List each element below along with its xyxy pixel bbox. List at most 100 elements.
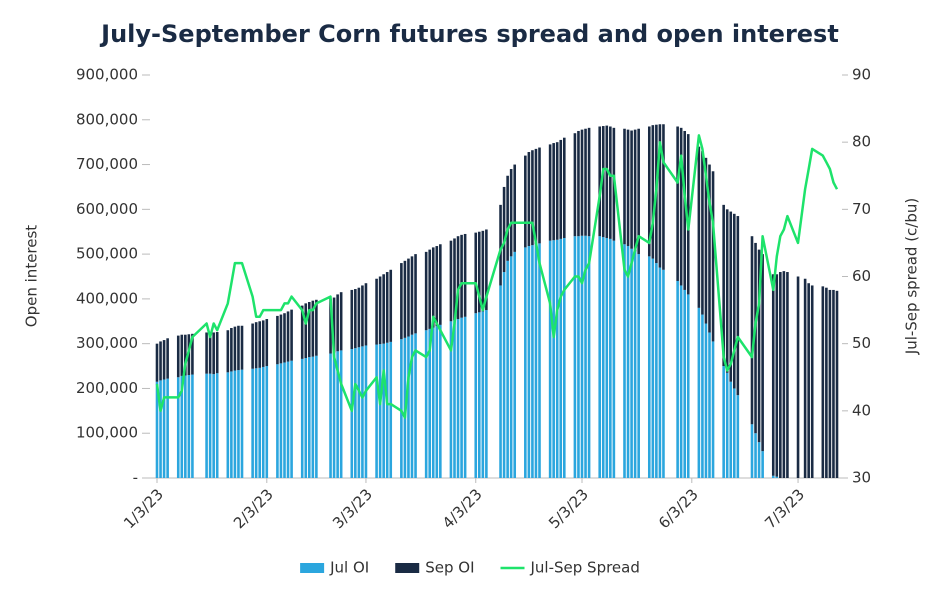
bar	[265, 366, 269, 478]
bar	[757, 442, 761, 478]
y2-tick-label: 40	[852, 401, 871, 419]
bar	[307, 357, 311, 478]
x-tick-label: 1/3/23	[120, 485, 167, 532]
y-tick-label: 700,000	[76, 155, 138, 173]
bar	[361, 346, 364, 478]
bar	[276, 315, 279, 365]
bar	[725, 372, 729, 478]
legend-label: Jul-Sep Spread	[530, 559, 640, 577]
bar	[184, 375, 187, 478]
y-tick-label: 800,000	[76, 110, 138, 128]
y-tick-label: 500,000	[76, 245, 138, 263]
bar	[697, 146, 701, 308]
bar	[658, 124, 662, 268]
x-tick-label: 6/3/23	[655, 485, 702, 532]
bar	[577, 236, 580, 478]
bar	[339, 292, 343, 351]
bar	[626, 246, 630, 478]
bar	[630, 248, 633, 478]
bar	[304, 357, 308, 478]
bar	[704, 323, 708, 478]
bar	[662, 124, 665, 270]
bar	[279, 363, 283, 478]
bar	[810, 285, 814, 478]
bar	[679, 127, 683, 286]
bar	[276, 364, 279, 478]
bar	[389, 341, 393, 478]
bar	[176, 377, 180, 478]
y-axis-title: Open interest	[23, 225, 41, 327]
bar	[407, 336, 410, 478]
y-tick-label: -	[133, 469, 138, 487]
bar	[230, 327, 233, 372]
bar	[821, 286, 825, 478]
x-tick-label: 5/3/23	[545, 485, 592, 532]
bar	[683, 289, 687, 478]
bar	[658, 267, 662, 478]
y2-tick-label: 70	[852, 200, 871, 218]
bar	[708, 332, 711, 478]
bar	[215, 332, 219, 374]
bar	[502, 186, 506, 273]
bar	[212, 332, 215, 375]
bar	[187, 375, 191, 478]
bar	[382, 274, 385, 344]
bar	[502, 272, 506, 478]
bar	[750, 236, 754, 425]
y2-axis-title: Jul-Sep spread (c/bu)	[903, 198, 921, 355]
bar	[155, 381, 159, 478]
bar	[711, 171, 715, 342]
bar	[623, 128, 626, 245]
bar	[562, 137, 566, 238]
bar	[237, 370, 240, 478]
bar	[166, 378, 169, 478]
bar	[559, 238, 563, 478]
bar	[598, 126, 602, 237]
bar	[754, 242, 757, 434]
x-tick-label: 3/3/23	[329, 485, 376, 532]
bar	[208, 332, 212, 374]
bar	[414, 254, 417, 334]
bar	[300, 358, 304, 478]
bar	[754, 433, 757, 478]
bar	[477, 231, 481, 313]
bar	[711, 341, 715, 478]
bar	[205, 332, 208, 374]
bar	[385, 272, 389, 343]
bar	[364, 345, 368, 478]
bar	[162, 379, 166, 478]
chart-title: July-September Corn futures spread and o…	[99, 20, 839, 48]
x-tick-label: 7/3/23	[761, 485, 808, 532]
bar	[538, 243, 541, 478]
legend-label: Sep OI	[425, 559, 474, 577]
bar	[531, 245, 534, 478]
bar	[580, 235, 584, 478]
bar	[555, 142, 559, 240]
bar	[354, 348, 357, 478]
bar	[683, 130, 687, 290]
bar	[601, 126, 605, 238]
bar	[655, 263, 658, 478]
bar	[332, 297, 336, 353]
bar	[439, 324, 442, 478]
bar	[548, 240, 552, 478]
bar	[676, 280, 679, 478]
bar	[460, 317, 463, 478]
bar	[807, 283, 810, 478]
bar	[336, 351, 339, 478]
bar	[587, 127, 591, 237]
line	[155, 134, 839, 419]
bar	[722, 204, 725, 367]
bar	[449, 321, 453, 478]
bar	[290, 360, 293, 478]
bar	[431, 327, 435, 478]
bar	[435, 246, 439, 327]
y-tick-label: 600,000	[76, 200, 138, 218]
y-tick-label: 300,000	[76, 334, 138, 352]
bar	[757, 249, 761, 443]
bar	[786, 272, 789, 478]
bar	[191, 374, 194, 478]
bar	[261, 320, 265, 367]
bar	[499, 285, 502, 478]
bar	[534, 244, 538, 478]
